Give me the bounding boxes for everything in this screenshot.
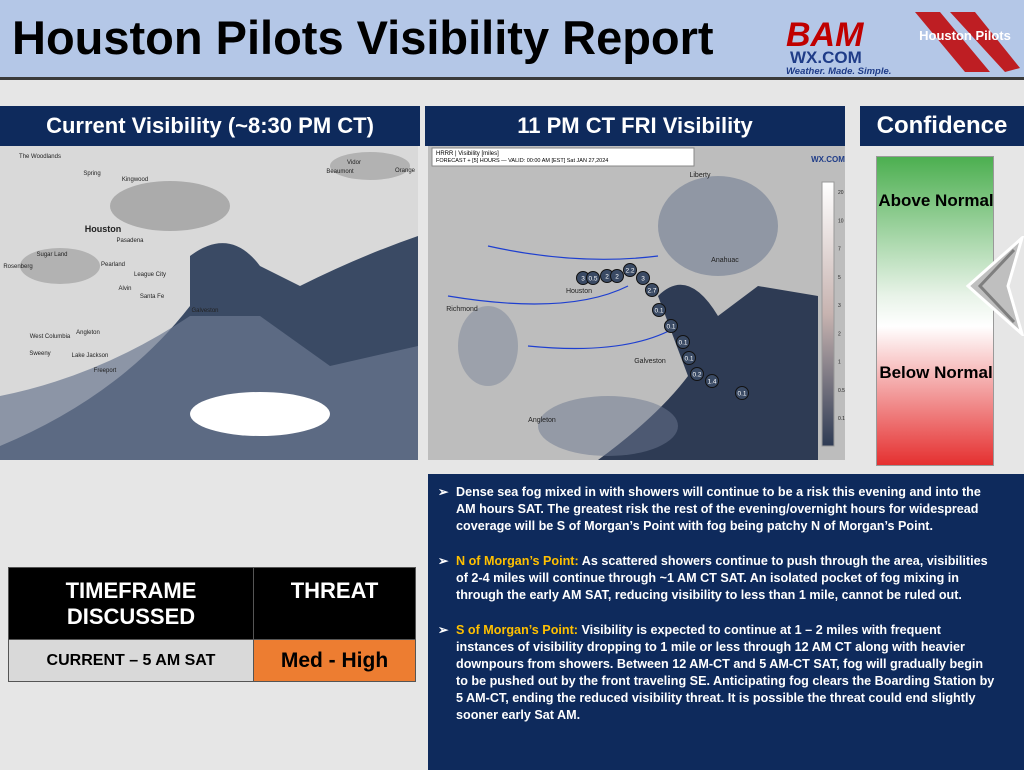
current-map: The Woodlands Spring Kingwood Vidor Beaumont… (0, 146, 418, 460)
confidence-pointer (965, 236, 1024, 336)
visibility-value: 0.1 (654, 308, 663, 315)
bam-tagline: Weather. Made. Simple. (786, 66, 891, 76)
visibility-value: 3 (581, 276, 585, 283)
visibility-value: 0.1 (666, 324, 675, 331)
visibility-value: 2.2 (625, 268, 634, 275)
visibility-value: 2 (615, 274, 619, 281)
visibility-point (676, 335, 690, 349)
map-label: Angleton (76, 330, 100, 336)
legend-label: 1 (838, 360, 841, 366)
title: Houston Pilots Visibility Report (12, 11, 714, 64)
map-label: Lake Jackson (72, 353, 109, 359)
visibility-point (652, 303, 666, 317)
table-header: THREAT (253, 567, 416, 640)
bullet: S of Morgan’s Point: Visibility is expec… (438, 622, 996, 724)
threat: Med - High (253, 639, 416, 682)
map-label: Liberty (689, 172, 711, 179)
map-label: The Woodlands (19, 154, 61, 160)
visibility-point (623, 263, 637, 277)
bullet-lead: N of Morgan’s Point: (456, 554, 579, 568)
legend-label: 5 (838, 275, 841, 281)
visibility-point (645, 283, 659, 297)
visibility-point (664, 319, 678, 333)
visibility-value: 0.1 (678, 340, 687, 347)
bullet-lead: S of Morgan’s Point: (456, 623, 578, 637)
visibility-value: 0.5 (588, 276, 597, 283)
map-label: Santa Fe (140, 294, 165, 300)
visibility-value: 1.4 (707, 379, 716, 386)
map-label: Sweeny (29, 351, 50, 357)
below-normal: Below Normal (879, 363, 993, 382)
map-label: Angleton (528, 417, 556, 424)
bullet-text: Dense sea fog mixed in with showers will… (456, 485, 981, 533)
pilots-logo: Houston Pilots (919, 28, 1011, 43)
map-label: Richmond (446, 306, 478, 313)
confidence-scale: Above Normal Below Normal (876, 156, 994, 466)
map-label: Vidor (347, 160, 361, 166)
panel-title: Current Visibility (~8:30 PM CT) (0, 106, 420, 146)
bullet-text: As scattered showers continue to push th… (456, 554, 988, 602)
legend-label: 7 (838, 247, 841, 253)
visibility-value: 0.2 (692, 372, 701, 379)
pilots-mark (915, 12, 1020, 72)
visibility-point (586, 271, 600, 285)
map-label: West Columbia (30, 334, 71, 340)
map-label: Pearland (101, 262, 125, 268)
discussion: Dense sea fog mixed in with showers will… (428, 474, 1024, 770)
map-label: Alvin (118, 286, 131, 292)
map-label: Sugar Land (36, 252, 67, 258)
map-label: Pasadena (116, 238, 144, 244)
map-label: Orange (395, 168, 416, 174)
bullet: Dense sea fog mixed in with showers will… (438, 484, 996, 535)
visibility-value: 2 (605, 274, 609, 281)
map-label: Rosenberg (3, 264, 32, 270)
threat-table: TIMEFRAME DISCUSSED THREAT CURRENT – 5 A… (8, 567, 416, 682)
map-label: League City (134, 272, 166, 278)
watermark: WX.COM (811, 155, 845, 164)
bam-site: WX.COM (790, 48, 862, 67)
legend-label: 3 (838, 303, 841, 309)
visibility-value: 0.1 (684, 356, 693, 363)
legend-label: 0.5 (838, 388, 845, 394)
map-label: Houston (85, 224, 122, 234)
visibility-value: 3 (641, 276, 645, 283)
timeframe: CURRENT – 5 AM SAT (8, 639, 254, 682)
map-label: Houston (566, 288, 592, 295)
legend-label: 0.1 (838, 416, 845, 422)
visibility-point (636, 271, 650, 285)
bullet-text: Visibility is expected to continue at 1 … (456, 623, 995, 722)
valid-label: FORECAST + [5] HOURS — VALID: 00:00 AM [… (436, 158, 608, 164)
visibility-point (610, 269, 624, 283)
legend-label: 2 (838, 331, 841, 337)
bam-brand: BAM (786, 16, 864, 54)
panel-title: Confidence (860, 106, 1024, 146)
map-label: Kingwood (122, 177, 148, 183)
visibility-value: 2.7 (647, 288, 656, 295)
map-label: Anahuac (711, 257, 739, 264)
above-normal: Above Normal (878, 191, 994, 210)
visibility-point (690, 367, 704, 381)
map-label: Freeport (94, 368, 117, 374)
forecast-map: HRRR | Visibility [miles] FORECAST + [5]… (428, 146, 845, 460)
logos: BAM WX.COM Weather. Made. Simple. Housto… (786, 12, 1020, 76)
model-label: HRRR | Visibility [miles] (436, 151, 499, 157)
legend-label: 20 (838, 190, 844, 196)
visibility-point (705, 374, 719, 388)
visibility-value: 0.1 (737, 391, 746, 398)
legend-label: 10 (838, 218, 844, 224)
bullet: N of Morgan’s Point: As scattered shower… (438, 553, 996, 604)
table-header: TIMEFRAME DISCUSSED (8, 567, 254, 640)
map-label: Galveston (191, 308, 218, 314)
map-label: Beaumont (326, 169, 354, 175)
visibility-point (682, 351, 696, 365)
map-label: Galveston (634, 358, 666, 365)
visibility-point (735, 386, 749, 400)
map-label: Spring (83, 171, 100, 177)
header: Houston Pilots Visibility Report BAM WX.… (0, 0, 1024, 80)
panel-title: 11 PM CT FRI Visibility (425, 106, 845, 146)
